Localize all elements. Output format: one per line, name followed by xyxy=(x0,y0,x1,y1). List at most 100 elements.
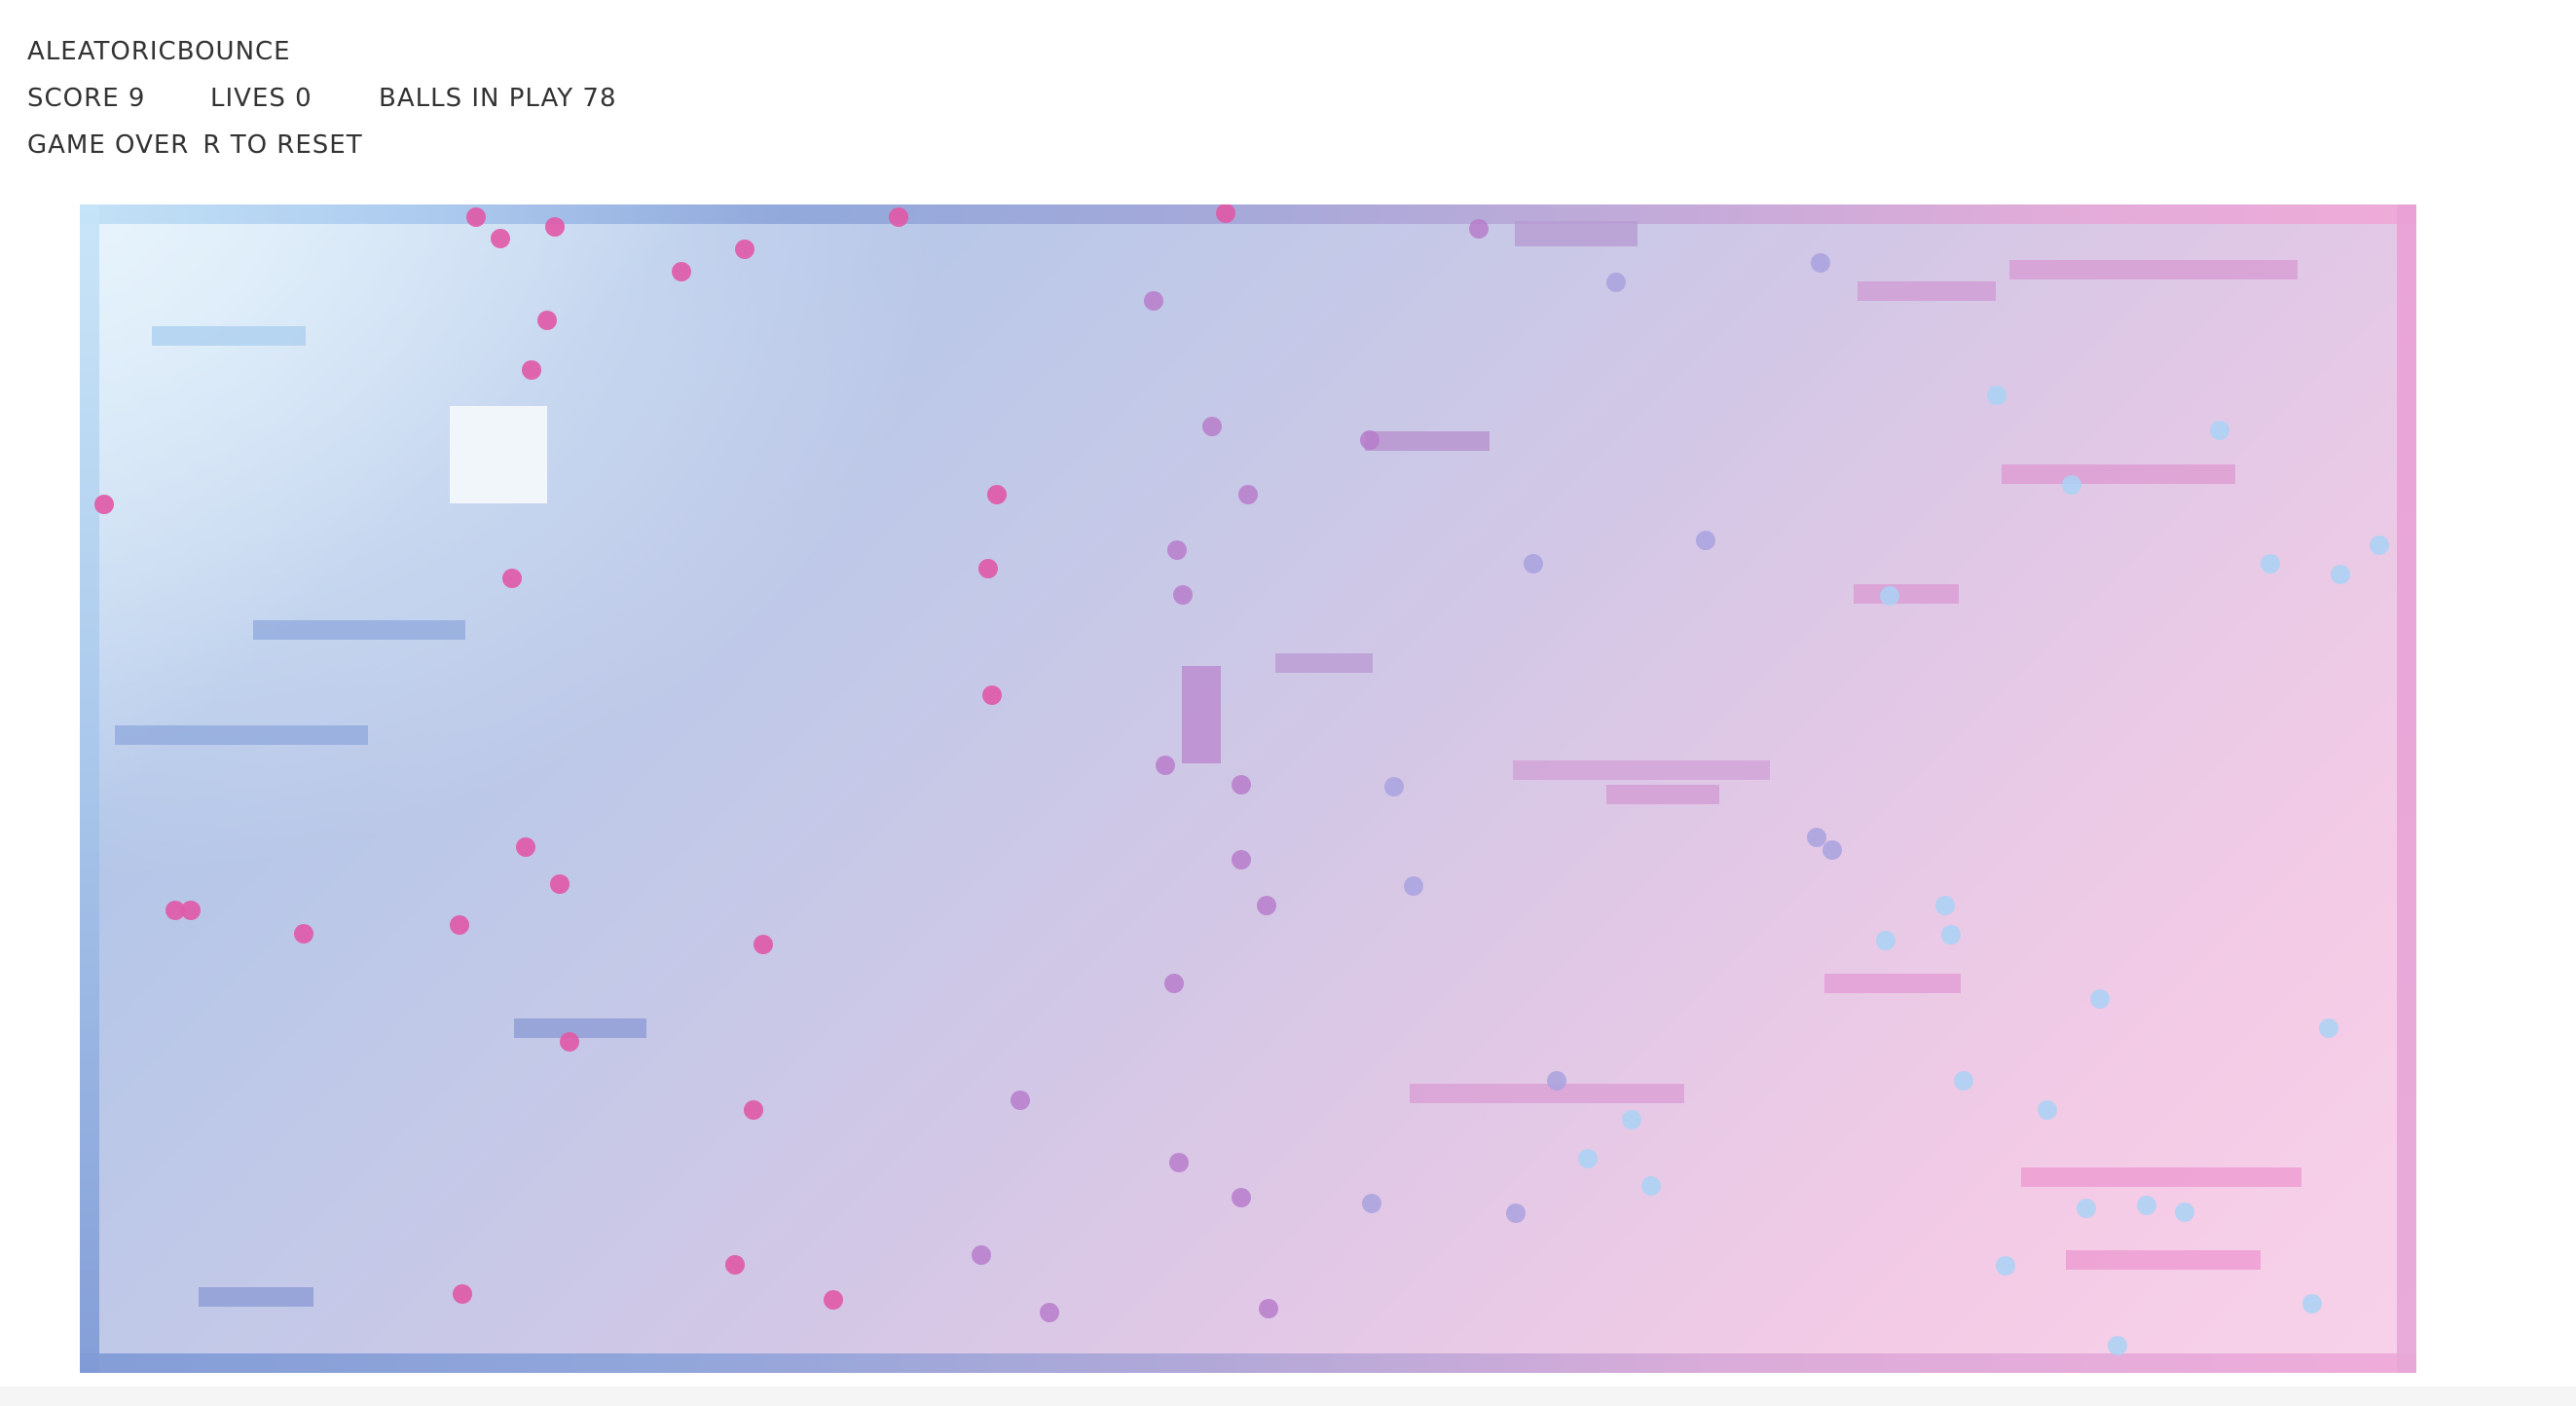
platform-block xyxy=(1824,974,1961,993)
ball xyxy=(1164,974,1184,993)
ball xyxy=(1259,1299,1278,1318)
platform-block xyxy=(152,326,306,346)
ball xyxy=(2137,1196,2156,1215)
ball xyxy=(2261,554,2280,574)
game-title: ALEATORICBOUNCE xyxy=(27,37,291,66)
ball xyxy=(1880,586,1899,606)
ball xyxy=(735,240,754,259)
right-wall xyxy=(2397,204,2416,1373)
arena-glow xyxy=(80,204,956,886)
ball xyxy=(1524,554,1543,574)
platform-block xyxy=(1858,281,1996,301)
ball xyxy=(1232,850,1251,870)
platform-block xyxy=(1854,584,1959,604)
stats-row: SCORE 9 LIVES 0 BALLS IN PLAY 78 xyxy=(27,84,617,113)
ball xyxy=(987,485,1007,504)
ball xyxy=(2210,421,2229,440)
ball xyxy=(2302,1294,2322,1314)
ball xyxy=(1578,1149,1598,1168)
ball xyxy=(1238,485,1258,504)
platform-block xyxy=(1275,653,1373,673)
hud: ALEATORICBOUNCE SCORE 9 LIVES 0 BALLS IN P… xyxy=(0,0,2576,195)
bottom-wall xyxy=(80,1353,2416,1373)
ball xyxy=(1362,1194,1381,1213)
platform-block xyxy=(1515,221,1638,246)
ball xyxy=(491,229,510,248)
platform-block xyxy=(253,620,465,640)
ball xyxy=(1144,291,1163,311)
ball xyxy=(1232,1188,1251,1207)
ball xyxy=(672,262,691,281)
platform-block xyxy=(1182,666,1221,763)
ball xyxy=(537,311,557,330)
platform-block xyxy=(2002,464,2235,484)
ball xyxy=(166,901,185,920)
ball xyxy=(972,1245,991,1265)
ball xyxy=(1954,1071,1973,1091)
lives-readout: LIVES 0 xyxy=(210,84,313,113)
ball xyxy=(1876,931,1895,950)
platform-block xyxy=(115,725,368,745)
ball xyxy=(2319,1018,2338,1038)
ball xyxy=(1606,273,1626,292)
ball xyxy=(1935,896,1955,915)
ball xyxy=(522,360,541,380)
ball xyxy=(466,207,486,227)
ball xyxy=(1469,219,1489,239)
ball xyxy=(1622,1110,1641,1129)
game-over-message: GAME OVER xyxy=(27,130,190,160)
ball xyxy=(1360,430,1380,450)
ball xyxy=(1506,1203,1526,1223)
ball xyxy=(502,569,522,588)
ball xyxy=(1040,1303,1059,1322)
ball xyxy=(982,685,1002,705)
ball xyxy=(2331,565,2350,584)
ball xyxy=(1011,1091,1030,1110)
ball xyxy=(560,1032,579,1052)
game-over-row: GAME OVER R TO RESET xyxy=(27,130,363,160)
ball xyxy=(453,1284,472,1304)
ball xyxy=(725,1255,745,1275)
ball xyxy=(450,915,469,935)
ball xyxy=(1404,876,1423,896)
game-arena[interactable] xyxy=(80,204,2416,1373)
ball xyxy=(1169,1153,1189,1172)
page-footer-band xyxy=(0,1387,2576,1406)
ball xyxy=(2038,1100,2057,1120)
ball xyxy=(1216,204,1235,223)
ball xyxy=(2062,475,2081,495)
platform-block xyxy=(2009,260,2298,279)
balls-in-play-readout: BALLS IN PLAY 78 xyxy=(379,84,617,113)
ball xyxy=(550,874,570,894)
ball xyxy=(2175,1202,2194,1222)
reset-hint: R TO RESET xyxy=(202,130,363,160)
ball xyxy=(1547,1071,1566,1091)
ball xyxy=(1822,840,1842,860)
ball xyxy=(754,935,773,954)
ball xyxy=(2077,1199,2096,1218)
ball xyxy=(824,1290,843,1310)
ball xyxy=(516,837,535,857)
platform-block xyxy=(1365,431,1490,451)
ball xyxy=(1641,1176,1661,1196)
ball xyxy=(1811,253,1830,273)
player-paddle[interactable] xyxy=(450,406,547,503)
ball xyxy=(94,495,114,514)
ball xyxy=(889,207,908,227)
ball xyxy=(1384,777,1404,796)
ball xyxy=(1167,540,1187,560)
platform-block xyxy=(1513,760,1770,780)
ball xyxy=(1173,585,1193,605)
ball xyxy=(2370,536,2389,555)
platform-block xyxy=(1606,785,1719,804)
platform-block xyxy=(1410,1084,1684,1103)
platform-block xyxy=(2066,1250,2261,1270)
left-wall xyxy=(80,204,99,1373)
ball xyxy=(1257,896,1276,915)
ball xyxy=(294,924,313,944)
ball xyxy=(2108,1336,2127,1355)
top-wall xyxy=(80,204,2416,224)
ball xyxy=(744,1100,763,1120)
score-readout: SCORE 9 xyxy=(27,84,146,113)
ball xyxy=(978,559,998,578)
